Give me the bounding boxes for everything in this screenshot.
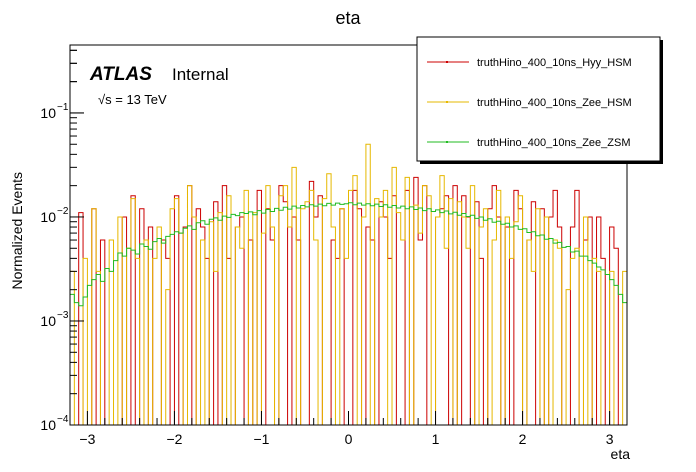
legend-box [416, 36, 661, 162]
legend-label-2: truthHino_400_10ns_Zee_HSM [477, 97, 632, 109]
legend-marker-2 [446, 101, 448, 103]
x-tick-label: 0 [345, 431, 353, 447]
energy-label: √s = 13 TeV [98, 92, 167, 107]
legend: truthHino_400_10ns_Hyy_HSM truthHino_400_… [416, 36, 663, 164]
legend-marker-1 [446, 61, 448, 63]
legend-label-3: truthHino_400_10ns_Zee_ZSM [477, 137, 630, 149]
legend-label-1: truthHino_400_10ns_Hyy_HSM [477, 57, 632, 69]
x-tick-label: −2 [166, 431, 182, 447]
y-tick-exponent: −1 [57, 102, 69, 113]
y-tick-exponent: −3 [57, 310, 69, 321]
y-tick-exponent: −4 [57, 414, 69, 425]
x-axis-label: eta [611, 446, 631, 462]
y-tick-label: 10 [40, 313, 56, 329]
x-tick-label: 2 [519, 431, 527, 447]
x-tick-label: 3 [606, 431, 614, 447]
x-axis: −3 −2 −1 0 1 2 3 [69, 411, 628, 447]
x-tick-label: −1 [253, 431, 269, 447]
y-tick-exponent: −2 [57, 206, 69, 217]
atlas-label: ATLAS [89, 64, 152, 85]
series-line-3 [69, 202, 628, 425]
series-line-2 [69, 143, 628, 426]
x-tick-label: −3 [79, 431, 95, 447]
legend-entries: truthHino_400_10ns_Hyy_HSM truthHino_400_… [427, 57, 632, 149]
y-tick-label: 10 [40, 209, 56, 225]
x-tick-label: 1 [432, 431, 440, 447]
atlas-status-label: Internal [172, 65, 229, 84]
y-axis: 10−410−310−210−1 [40, 49, 84, 433]
legend-marker-3 [446, 141, 448, 143]
chart-title: eta [335, 8, 361, 28]
y-tick-label: 10 [40, 417, 56, 433]
y-axis-label: Normalized Events [9, 172, 25, 290]
y-tick-label: 10 [40, 105, 56, 121]
